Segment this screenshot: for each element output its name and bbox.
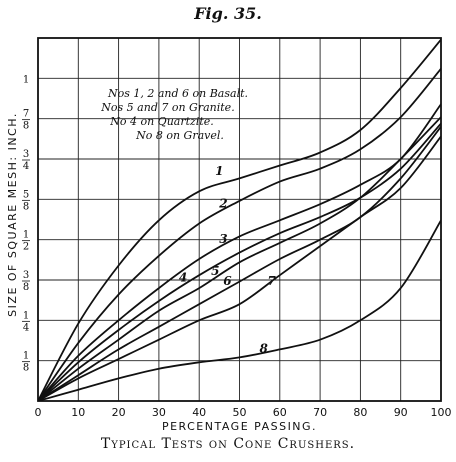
y-tick-whole: 1 <box>23 74 29 85</box>
y-tick-denominator: 8 <box>23 363 29 374</box>
curve-label-7: 7 <box>268 274 277 288</box>
y-tick-label: 12 <box>22 230 30 253</box>
y-tick-numerator: 1 <box>23 310 29 321</box>
y-tick-denominator: 2 <box>23 242 29 253</box>
y-tick-label: 58 <box>22 189 30 212</box>
series-line-3 <box>38 103 441 401</box>
x-tick-label: 90 <box>394 406 408 419</box>
series-line-6 <box>38 126 441 401</box>
legend-entry: Nos 5 and 7 on Granite. <box>100 101 234 114</box>
legend-entry: No 4 on Quartzite. <box>109 115 214 128</box>
plot-frame <box>37 37 442 402</box>
x-tick-label: 20 <box>112 406 126 419</box>
figure-caption: Typical Tests on Cone Crushers. <box>100 436 356 452</box>
y-tick-denominator: 8 <box>23 201 29 212</box>
y-tick-denominator: 8 <box>23 282 29 293</box>
y-tick-numerator: 1 <box>23 351 29 362</box>
y-tick-denominator: 4 <box>23 161 29 172</box>
y-tick-label: 34 <box>22 149 30 172</box>
legend-entry: Nos 1, 2 and 6 on Basalt. <box>107 87 248 100</box>
y-tick-denominator: 4 <box>23 322 29 333</box>
y-tick-label: 1 <box>23 74 29 85</box>
curve-label-1: 1 <box>215 164 223 178</box>
x-tick-label: 80 <box>353 406 367 419</box>
curves <box>38 39 441 401</box>
y-tick-numerator: 3 <box>23 149 29 160</box>
y-tick-numerator: 1 <box>23 230 29 241</box>
curve-label-3: 3 <box>219 232 227 246</box>
curve-label-8: 8 <box>260 342 269 356</box>
y-tick-numerator: 5 <box>23 189 29 200</box>
series-line-2 <box>38 68 441 401</box>
y-tick-label: 18 <box>22 351 30 374</box>
x-tick-label: 10 <box>71 406 85 419</box>
figure-title: Fig. 35. <box>194 4 262 23</box>
y-tick-label: 78 <box>22 109 30 132</box>
series-line-7 <box>38 135 441 401</box>
x-axis-ticks: 0 10 20 30 40 50 60 70 80 90 100 <box>35 406 452 419</box>
curve-label-5: 5 <box>211 264 219 278</box>
x-tick-label: 70 <box>313 406 327 419</box>
y-tick-numerator: 3 <box>23 270 29 281</box>
y-tick-denominator: 8 <box>23 121 29 132</box>
series-line-5 <box>38 116 441 401</box>
y-tick-label: 14 <box>22 310 30 333</box>
x-tick-label: 60 <box>273 406 287 419</box>
x-tick-label: 40 <box>192 406 206 419</box>
curve-label-2: 2 <box>218 196 227 210</box>
x-axis-title: PERCENTAGE PASSING. <box>162 420 317 433</box>
legend: Nos 1, 2 and 6 on Basalt.Nos 5 and 7 on … <box>100 87 248 142</box>
curve-label-6: 6 <box>223 274 232 288</box>
series-line-4 <box>38 122 441 401</box>
y-axis-title: SIZE OF SQUARE MESH: INCH. <box>6 112 19 317</box>
legend-entry: No 8 on Gravel. <box>135 129 224 142</box>
series-line-8 <box>38 219 441 401</box>
y-tick-label: 38 <box>22 270 30 293</box>
curve-label-4: 4 <box>179 271 187 285</box>
x-tick-label: 0 <box>35 406 42 419</box>
y-tick-numerator: 7 <box>23 109 29 120</box>
series-line-1 <box>38 39 441 401</box>
x-tick-label: 30 <box>152 406 166 419</box>
x-tick-label: 50 <box>233 406 247 419</box>
x-tick-label: 100 <box>431 406 452 419</box>
curve-labels: 1 2 3 4 56 7 8 <box>179 164 277 355</box>
